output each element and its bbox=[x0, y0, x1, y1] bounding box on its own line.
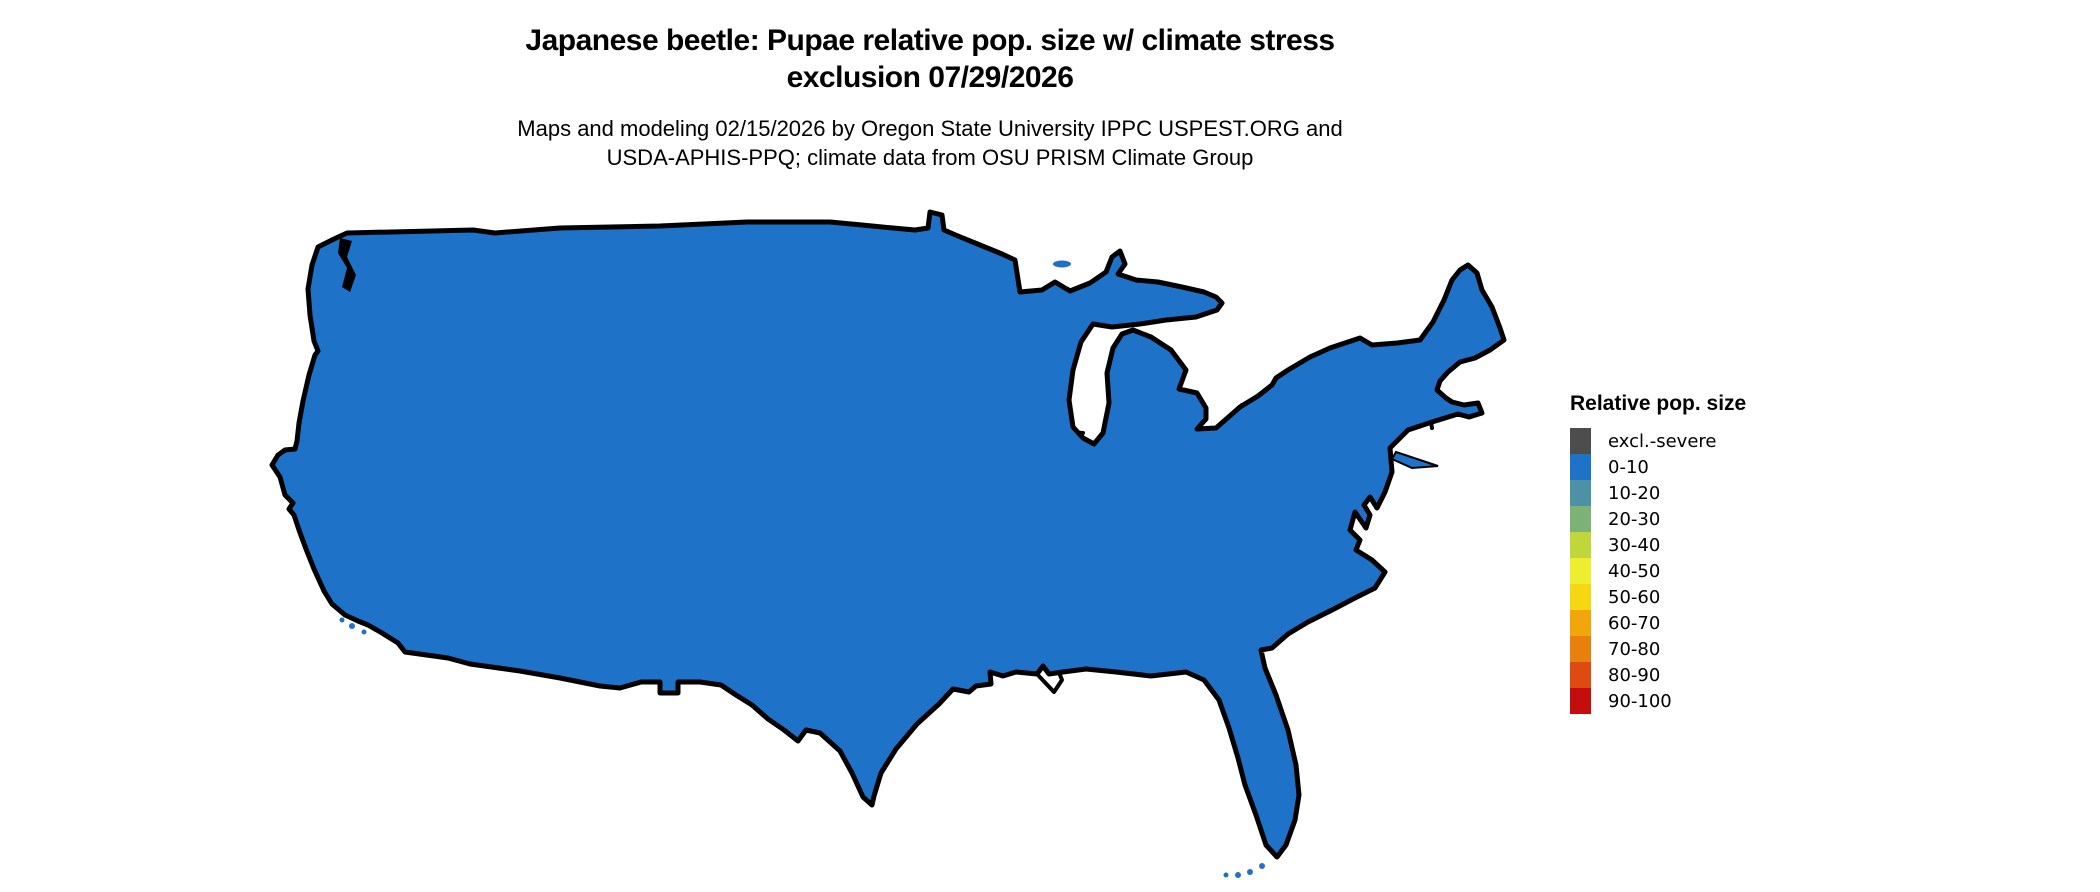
title-line-1: Japanese beetle: Pupae relative pop. siz… bbox=[525, 24, 1335, 57]
legend-swatch bbox=[1570, 636, 1591, 662]
channel-island bbox=[361, 629, 367, 635]
us-outline bbox=[272, 212, 1504, 857]
legend-swatch bbox=[1570, 662, 1591, 688]
legend-row: 40-50 bbox=[1570, 558, 1870, 584]
legend-swatch bbox=[1570, 454, 1591, 480]
subtitle-line-2: USDA-APHIS-PPQ; climate data from OSU PR… bbox=[606, 145, 1254, 170]
florida-key bbox=[1247, 869, 1253, 875]
legend-swatch bbox=[1570, 506, 1591, 532]
legend-label: 0-10 bbox=[1608, 456, 1649, 478]
map-legend: Relative pop. size excl.-severe 0-10 10-20… bbox=[1570, 392, 1870, 714]
legend-row: 20-30 bbox=[1570, 506, 1870, 532]
puget-sound-ink bbox=[338, 238, 356, 292]
legend-row: 80-90 bbox=[1570, 662, 1870, 688]
islands bbox=[339, 260, 1439, 878]
legend-label: 30-40 bbox=[1608, 534, 1661, 556]
legend-swatch bbox=[1570, 558, 1591, 584]
channel-island bbox=[349, 623, 355, 629]
legend-row: 10-20 bbox=[1570, 480, 1870, 506]
legend-label: 90-100 bbox=[1608, 690, 1672, 712]
long-island bbox=[1390, 450, 1439, 470]
legend-title: Relative pop. size bbox=[1570, 392, 1747, 415]
isle-royale bbox=[1053, 260, 1071, 268]
map-title: Japanese beetle: Pupae relative pop. siz… bbox=[30, 22, 1830, 96]
legend-label: 40-50 bbox=[1608, 560, 1661, 582]
legend-swatch bbox=[1570, 532, 1591, 558]
legend-row: 60-70 bbox=[1570, 610, 1870, 636]
legend-label: excl.-severe bbox=[1608, 430, 1717, 452]
legend-label: 80-90 bbox=[1608, 664, 1661, 686]
legend-label: 70-80 bbox=[1608, 638, 1661, 660]
legend-swatch bbox=[1570, 688, 1591, 714]
legend-row: 0-10 bbox=[1570, 454, 1870, 480]
map-subtitle: Maps and modeling 02/15/2026 by Oregon S… bbox=[30, 114, 1830, 172]
legend-label: 60-70 bbox=[1608, 612, 1661, 634]
legend-label: 10-20 bbox=[1608, 482, 1661, 504]
subtitle-line-1: Maps and modeling 02/15/2026 by Oregon S… bbox=[517, 116, 1343, 141]
legend-row: 70-80 bbox=[1570, 636, 1870, 662]
legend-swatch bbox=[1570, 610, 1591, 636]
legend-rows: excl.-severe 0-10 10-20 20-30 30-40 40-50 50-6… bbox=[1570, 428, 1870, 714]
legend-label: 20-30 bbox=[1608, 508, 1661, 530]
channel-island bbox=[339, 617, 345, 623]
legend-label: 50-60 bbox=[1608, 586, 1661, 608]
florida-key bbox=[1223, 872, 1229, 878]
legend-row: 90-100 bbox=[1570, 688, 1870, 714]
legend-row: 50-60 bbox=[1570, 584, 1870, 610]
florida-key bbox=[1235, 872, 1241, 878]
legend-swatch bbox=[1570, 584, 1591, 610]
legend-row: excl.-severe bbox=[1570, 428, 1870, 454]
legend-row: 30-40 bbox=[1570, 532, 1870, 558]
legend-swatch bbox=[1570, 428, 1591, 454]
legend-swatch bbox=[1570, 480, 1591, 506]
florida-key bbox=[1259, 863, 1265, 869]
title-line-2: exclusion 07/29/2026 bbox=[786, 61, 1074, 94]
